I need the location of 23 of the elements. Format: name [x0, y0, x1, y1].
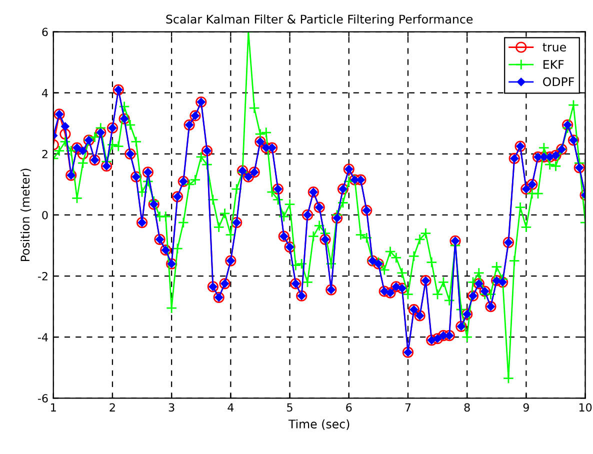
- x-axis-title: Time (sec): [288, 419, 350, 430]
- legend-label: ODPF: [543, 77, 574, 86]
- x-tick-label: 2: [110, 403, 115, 412]
- chart-title: Scalar Kalman Filter & Particle Filtering Performance: [166, 14, 473, 26]
- x-tick-label: 5: [287, 403, 292, 412]
- x-tick-label: 3: [168, 403, 174, 412]
- y-tick-label: 2: [42, 150, 48, 158]
- y-tick-label: -4: [38, 333, 48, 342]
- x-tick-label: 10: [579, 403, 592, 412]
- y-tick-label: 0: [42, 210, 48, 220]
- x-tick-label: 9: [523, 403, 529, 412]
- legend-label: EKF: [544, 60, 564, 69]
- y-tick-label: -6: [38, 394, 48, 403]
- y-axis-title: Position (meter): [20, 168, 31, 262]
- y-tick-label: -2: [38, 272, 48, 280]
- x-tick-label: 8: [464, 403, 470, 412]
- y-tick-label: 6: [42, 28, 48, 36]
- x-tick-label: 1: [51, 403, 56, 412]
- y-tick-label: 4: [42, 88, 48, 98]
- legend-label: true: [542, 43, 566, 52]
- x-tick-label: 6: [346, 403, 352, 412]
- x-tick-label: 4: [228, 403, 234, 412]
- x-tick-label: 7: [405, 403, 411, 412]
